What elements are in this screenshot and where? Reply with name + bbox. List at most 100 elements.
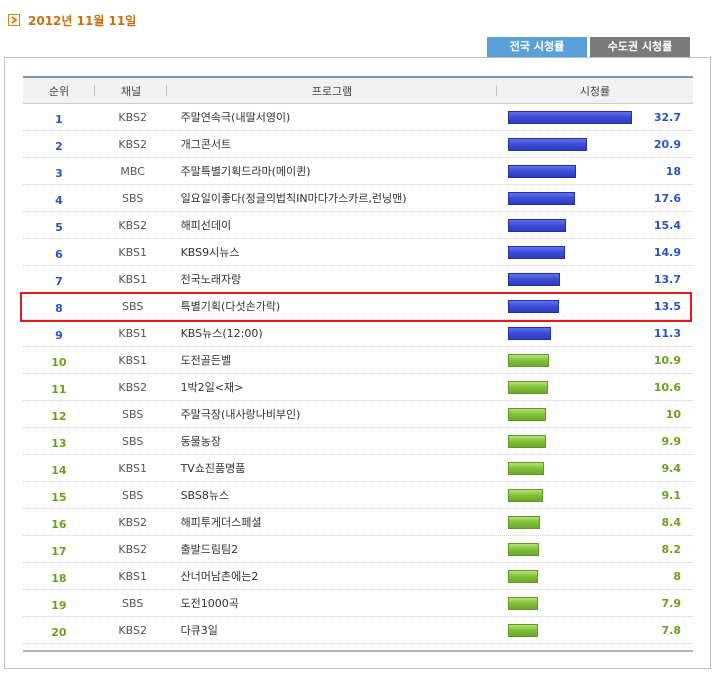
- channel-cell: KBS2: [118, 380, 147, 394]
- program-cell[interactable]: 해피투게더스페셜: [180, 516, 262, 529]
- program-cell[interactable]: 주말연속극(내딸서영이): [180, 111, 291, 124]
- rating-tabs: 전국 시청률 수도권 시청률: [487, 37, 690, 63]
- program-cell[interactable]: 다큐3일: [180, 624, 218, 637]
- channel-cell: MBC: [120, 164, 145, 178]
- rank-cell: 9: [55, 328, 63, 342]
- tab-capital-rating[interactable]: 수도권 시청률: [590, 37, 690, 57]
- rating-bar: [507, 623, 538, 637]
- program-cell[interactable]: 특별기획(다섯손가락): [180, 300, 281, 313]
- rating-value: 9.1: [661, 488, 682, 502]
- rating-cell: 20.9: [498, 137, 693, 151]
- table-row[interactable]: 12 SBS 주말극장(내사랑나비부인) 10: [23, 401, 693, 428]
- rating-value: 15.4: [653, 218, 681, 232]
- rating-cell: 10.6: [498, 380, 693, 394]
- rating-cell: 10: [498, 407, 693, 421]
- table-row[interactable]: 11 KBS2 1박2일<재> 10.6: [23, 374, 693, 401]
- rating-cell: 32.7: [498, 110, 693, 124]
- table-row[interactable]: 15 SBS SBS8뉴스 9.1: [23, 482, 693, 509]
- rating-bar: [507, 488, 543, 502]
- channel-cell: KBS1: [118, 569, 147, 583]
- rank-cell: 4: [55, 193, 63, 207]
- table-row[interactable]: 19 SBS 도전1000곡 7.9: [23, 590, 693, 617]
- program-cell[interactable]: 1박2일<재>: [180, 381, 244, 394]
- program-cell[interactable]: 개그콘서트: [180, 138, 232, 151]
- rating-bar: [507, 299, 559, 313]
- program-cell[interactable]: 산너머남촌에는2: [180, 570, 259, 583]
- rating-bar: [507, 434, 546, 448]
- program-cell[interactable]: 일요일이좋다(정글의법칙IN마다가스카르,런닝맨): [180, 192, 407, 205]
- program-cell[interactable]: 출발드림팀2: [180, 543, 239, 556]
- table-row[interactable]: 3 MBC 주말특별기획드라마(메이퀸) 18: [23, 158, 693, 185]
- program-cell[interactable]: KBS뉴스(12:00): [180, 327, 263, 340]
- rating-cell: 14.9: [498, 245, 693, 259]
- rating-bar: [507, 110, 632, 124]
- program-cell[interactable]: 도전1000곡: [180, 597, 239, 610]
- program-cell[interactable]: 주말극장(내사랑나비부인): [180, 408, 301, 421]
- program-cell[interactable]: 해피선데이: [180, 219, 232, 232]
- table-row[interactable]: 16 KBS2 해피투게더스페셜 8.4: [23, 509, 693, 536]
- program-cell[interactable]: KBS9시뉴스: [180, 246, 240, 259]
- program-cell[interactable]: SBS8뉴스: [180, 489, 230, 502]
- header-rating: 시청률: [579, 84, 611, 98]
- channel-cell: KBS2: [118, 218, 147, 232]
- table-row[interactable]: 17 KBS2 출발드림팀2 8.2: [23, 536, 693, 563]
- table-row[interactable]: 9 KBS1 KBS뉴스(12:00) 11.3: [23, 320, 693, 347]
- program-cell[interactable]: 동물농장: [180, 435, 222, 448]
- date-header: 2012년 11월 11일: [8, 12, 136, 28]
- table-row[interactable]: 2 KBS2 개그콘서트 20.9: [23, 131, 693, 158]
- program-cell[interactable]: 전국노래자랑: [180, 273, 242, 286]
- channel-cell: KBS1: [118, 461, 147, 475]
- table-row[interactable]: 6 KBS1 KBS9시뉴스 14.9: [23, 239, 693, 266]
- rank-cell: 19: [51, 598, 67, 612]
- table-row[interactable]: 7 KBS1 전국노래자랑 13.7: [23, 266, 693, 293]
- rank-cell: 6: [55, 247, 63, 261]
- rating-bar: [507, 218, 566, 232]
- rating-cell: 9.9: [498, 434, 693, 448]
- channel-cell: KBS1: [118, 272, 147, 286]
- channel-cell: KBS2: [118, 515, 147, 529]
- table-row[interactable]: 13 SBS 동물농장 9.9: [23, 428, 693, 455]
- rating-bar: [507, 191, 575, 205]
- channel-cell: SBS: [122, 596, 144, 610]
- channel-cell: SBS: [122, 191, 144, 205]
- table-row[interactable]: 10 KBS1 도전골든벨 10.9: [23, 347, 693, 374]
- rank-cell: 16: [51, 517, 67, 531]
- table-body: 1 KBS2 주말연속극(내딸서영이) 32.7 2 KBS2 개그콘서트 20.9 3 MBC 주…: [20, 104, 693, 644]
- rank-cell: 17: [51, 544, 67, 558]
- rating-bar: [507, 245, 565, 259]
- table-row[interactable]: 8 SBS 특별기획(다섯손가락) 13.5: [20, 292, 693, 322]
- rank-cell: 18: [51, 571, 67, 585]
- header-program: 프로그램: [167, 78, 497, 103]
- rank-cell: 12: [51, 409, 67, 423]
- channel-cell: KBS2: [118, 137, 147, 151]
- rating-value: 7.9: [661, 596, 682, 610]
- rating-value: 20.9: [653, 137, 681, 151]
- rating-bar: [507, 407, 546, 421]
- ratings-table: 순위 채널 프로그램 시청률 1 KBS2 주말연속극(내딸서영이) 32.7 2 KBS…: [20, 76, 693, 652]
- rating-bar: [507, 326, 551, 340]
- rating-value: 13.7: [653, 272, 681, 286]
- rank-cell: 8: [55, 301, 63, 315]
- program-cell[interactable]: 도전골든벨: [180, 354, 232, 367]
- rating-value: 13.5: [653, 299, 681, 313]
- rank-cell: 1: [55, 112, 63, 126]
- table-row[interactable]: 1 KBS2 주말연속극(내딸서영이) 32.7: [23, 104, 693, 131]
- table-row[interactable]: 18 KBS1 산너머남촌에는2 8: [23, 563, 693, 590]
- rank-cell: 14: [51, 463, 67, 477]
- program-cell[interactable]: TV쇼진품명품: [180, 462, 246, 475]
- table-row[interactable]: 5 KBS2 해피선데이 15.4: [23, 212, 693, 239]
- rating-value: 10.9: [653, 353, 681, 367]
- channel-cell: KBS2: [118, 542, 147, 556]
- header-channel: 채널: [95, 78, 167, 103]
- table-row[interactable]: 20 KBS2 다큐3일 7.8: [23, 617, 693, 644]
- rating-cell: 7.9: [498, 596, 693, 610]
- rating-cell: 8: [498, 569, 693, 583]
- rank-cell: 15: [51, 490, 67, 504]
- rating-value: 7.8: [661, 623, 682, 637]
- tab-national-rating[interactable]: 전국 시청률: [487, 37, 587, 63]
- rating-value: 9.4: [661, 461, 682, 475]
- table-row[interactable]: 14 KBS1 TV쇼진품명품 9.4: [23, 455, 693, 482]
- program-cell[interactable]: 주말특별기획드라마(메이퀸): [180, 165, 311, 178]
- table-row[interactable]: 4 SBS 일요일이좋다(정글의법칙IN마다가스카르,런닝맨) 17.6: [23, 185, 693, 212]
- header-rank: 순위: [23, 78, 95, 103]
